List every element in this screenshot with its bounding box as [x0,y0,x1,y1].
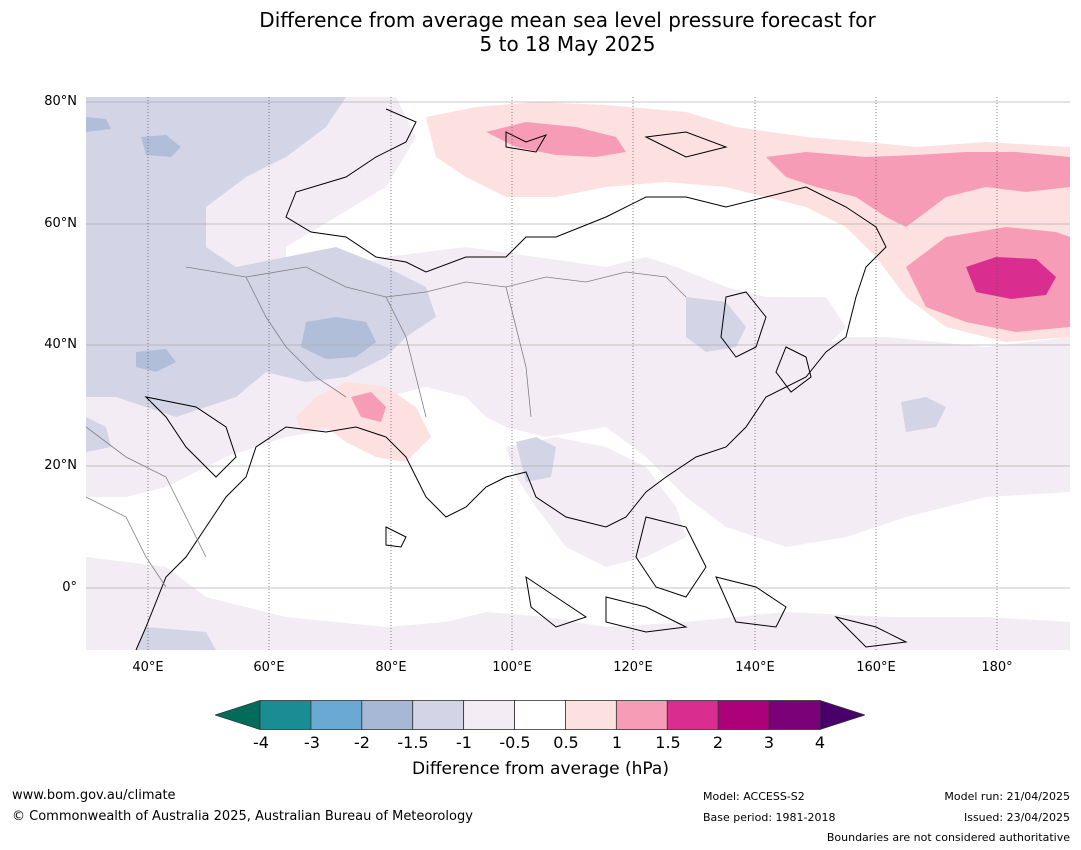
lon-label-140e: 140°E [735,660,775,675]
footer-disclaimer: Boundaries are not considered authoritat… [826,831,1070,844]
lon-label-100e: 100°E [492,660,532,675]
colorbar-tick-1: 1 [611,733,623,752]
colorbar-tick-4: 4 [814,733,826,752]
colorbar-segment [768,700,821,730]
footer-model: Model: ACCESS-S2 [703,790,805,803]
lon-label-40e: 40°E [132,660,164,675]
colorbar-tick-m0-5: -0.5 [499,733,531,752]
lat-label-40n: 40°N [44,337,77,352]
footer-website: www.bom.gov.au/climate [12,788,176,803]
coastlines [135,108,908,650]
colorbar-segment [514,700,566,730]
map-canvas [86,97,1070,650]
colorbar [213,699,867,732]
colorbar-segment [361,700,414,730]
footer-copyright: © Commonwealth of Australia 2025, Austra… [12,809,473,824]
colorbar-label: Difference from average (hPa) [412,759,669,779]
colorbar-over-triangle [819,699,867,731]
graticule [86,101,1070,589]
colorbar-tick-0-5: 0.5 [553,733,579,752]
footer-issued: Issued: 23/04/2025 [963,811,1070,824]
lon-label-80e: 80°E [375,660,407,675]
colorbar-tick-1-5: 1.5 [655,733,681,752]
anomaly-field-strong-positive [966,257,1056,299]
footer-model-run: Model run: 21/04/2025 [944,790,1070,803]
country-borders [86,266,687,588]
title-line-2: 5 to 18 May 2025 [479,32,656,56]
colorbar-segment [310,700,363,730]
colorbar-tick-m3: -3 [304,733,320,752]
lon-label-120e: 120°E [613,660,653,675]
lat-label-60n: 60°N [44,216,77,231]
colorbar-segment [615,700,668,730]
colorbar-graphic [213,699,867,731]
colorbar-tick-m1: -1 [456,733,472,752]
colorbar-tick-3: 3 [763,733,775,752]
colorbar-segment [259,700,312,730]
colorbar-segment [565,700,617,730]
colorbar-tick-m4: -4 [253,733,269,752]
colorbar-tick-m2: -2 [354,733,370,752]
footer-base-period: Base period: 1981-2018 [703,811,836,824]
title-line-1: Difference from average mean sea level p… [259,8,876,32]
colorbar-tick-m1-5: -1.5 [397,733,429,752]
lat-label-80n: 80°N [44,94,77,109]
lon-label-180: 180° [981,660,1013,675]
colorbar-segment [463,700,515,730]
lat-label-0: 0° [62,580,77,595]
lat-label-20n: 20°N [44,458,77,473]
pressure-anomaly-map [86,97,1070,650]
lon-label-60e: 60°E [253,660,285,675]
colorbar-segment [666,700,719,730]
colorbar-segment [717,700,770,730]
anomaly-field-moderate-negative [86,117,376,372]
meridians [147,97,998,650]
colorbar-tick-2: 2 [712,733,724,752]
lon-label-160e: 160°E [856,660,896,675]
colorbar-under-triangle [213,699,261,731]
colorbar-segment [412,700,465,730]
map-title: Difference from average mean sea level p… [0,8,1081,56]
